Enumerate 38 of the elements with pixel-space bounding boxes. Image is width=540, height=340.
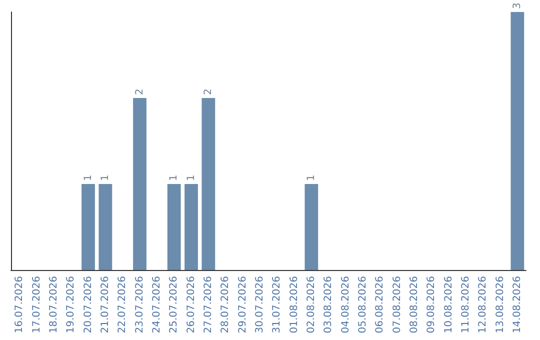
- x-tick-label: 18.07.2026: [48, 276, 60, 334]
- x-tick-label: 14.08.2026: [512, 276, 523, 334]
- x-tick-label: 05.08.2026: [357, 276, 368, 334]
- x-tick-label: 17.07.2026: [31, 276, 42, 334]
- x-tick-label: 21.07.2026: [100, 276, 111, 334]
- x-tick-label: 28.07.2026: [220, 276, 232, 334]
- x-tick-label: 04.08.2026: [340, 276, 352, 334]
- x-tick-label: 02.08.2026: [306, 276, 317, 334]
- data-label: 1: [306, 174, 317, 181]
- x-tick-label: 12.08.2026: [478, 276, 489, 334]
- x-tick-label: 26.07.2026: [186, 276, 197, 334]
- x-tick-label: 27.07.2026: [202, 276, 214, 334]
- x-tick-label: 24.07.2026: [151, 276, 162, 334]
- x-tick-label: 08.08.2026: [408, 276, 420, 334]
- data-label: 1: [186, 174, 197, 181]
- x-tick-label: 29.07.2026: [237, 276, 248, 334]
- data-label: 1: [82, 174, 94, 181]
- x-tick-label: 16.07.2026: [14, 276, 26, 334]
- x-tick-label: 30.07.2026: [254, 276, 266, 334]
- x-tick-label: 06.08.2026: [374, 276, 386, 334]
- data-label: 2: [202, 88, 214, 95]
- x-tick-label: 09.08.2026: [426, 276, 438, 334]
- data-label: 3: [512, 2, 523, 9]
- data-label: 1: [100, 174, 111, 181]
- data-label: 2: [134, 88, 146, 95]
- x-tick-label: 11.08.2026: [460, 276, 472, 334]
- x-tick-label: 20.07.2026: [82, 276, 94, 334]
- x-tick-label: 03.08.2026: [323, 276, 334, 334]
- x-tick-label: 23.07.2026: [134, 276, 146, 334]
- x-tick-label: 10.08.2026: [443, 276, 454, 334]
- x-tick-label: 07.08.2026: [392, 276, 403, 334]
- x-tick-label: 22.07.2026: [117, 276, 128, 334]
- x-tick-label: 25.07.2026: [168, 276, 180, 334]
- data-label: 1: [168, 174, 180, 181]
- x-tick-label: 13.08.2026: [494, 276, 506, 334]
- x-tick-label: 01.08.2026: [288, 276, 300, 334]
- x-tick-label: 31.07.2026: [272, 276, 283, 334]
- x-tick-label: 19.07.2026: [66, 276, 77, 334]
